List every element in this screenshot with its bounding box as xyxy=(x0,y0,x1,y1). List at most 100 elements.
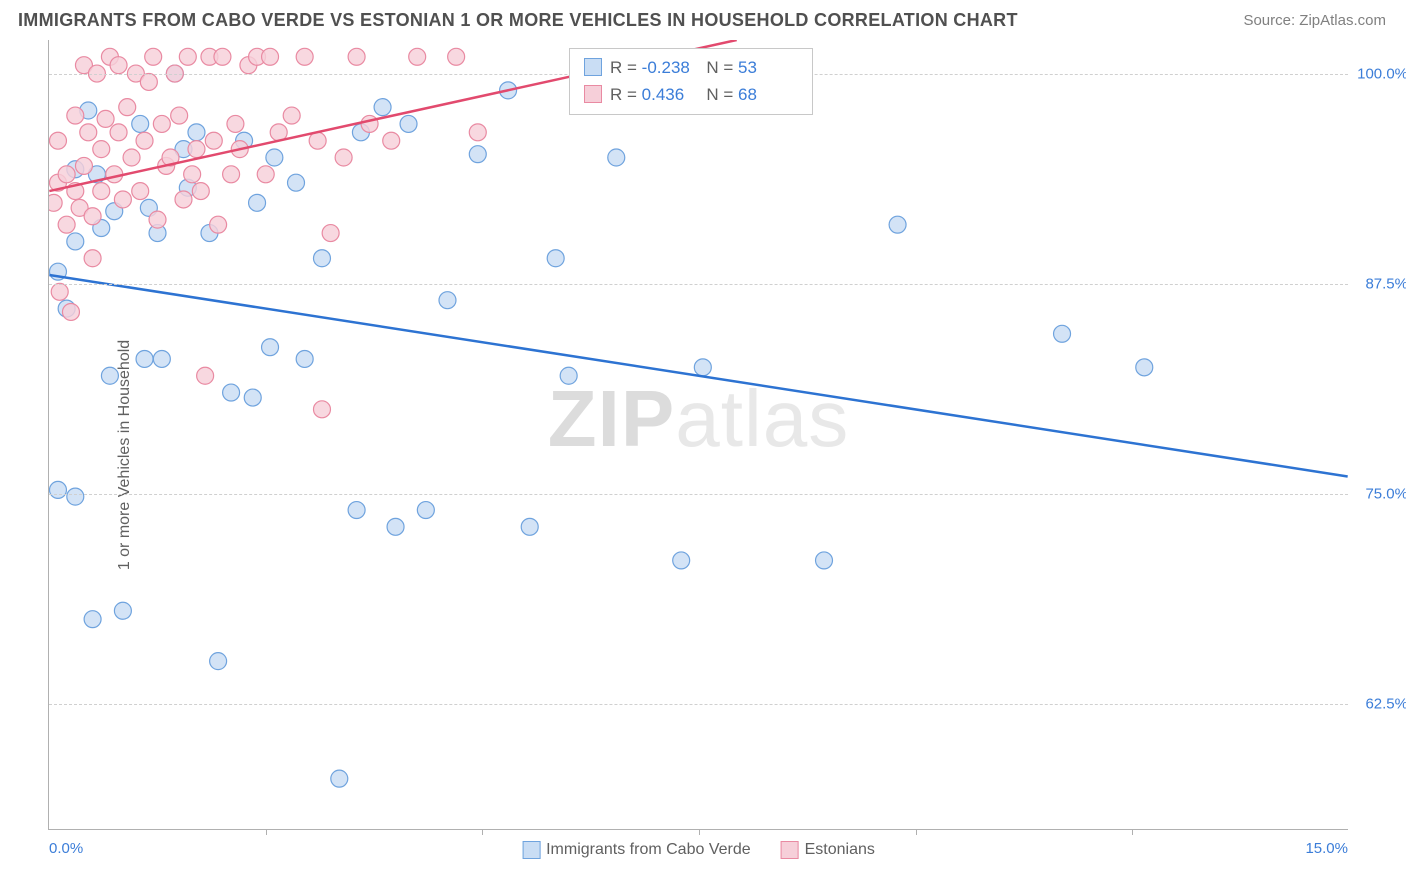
data-point xyxy=(67,161,84,178)
data-point xyxy=(500,82,517,99)
data-point xyxy=(201,225,218,242)
y-tick-label: 100.0% xyxy=(1353,65,1406,82)
y-tick-label: 75.0% xyxy=(1353,485,1406,502)
legend-item: Immigrants from Cabo Verde xyxy=(522,841,751,859)
gridline-h xyxy=(49,494,1348,495)
chart-header: IMMIGRANTS FROM CABO VERDE VS ESTONIAN 1… xyxy=(0,0,1406,37)
data-point xyxy=(162,149,179,166)
n-value: 53 xyxy=(738,55,798,81)
data-point xyxy=(205,132,222,149)
y-tick-label: 62.5% xyxy=(1353,695,1406,712)
data-point xyxy=(1054,325,1071,342)
r-value: -0.238 xyxy=(642,55,702,81)
watermark-bold: ZIP xyxy=(548,374,675,463)
chart-source: Source: ZipAtlas.com xyxy=(1243,12,1386,29)
data-point xyxy=(49,194,62,211)
data-point xyxy=(136,132,153,149)
data-point xyxy=(417,502,434,519)
data-point xyxy=(93,141,110,158)
gridline-h xyxy=(49,704,1348,705)
data-point xyxy=(192,183,209,200)
data-point xyxy=(547,250,564,267)
data-point xyxy=(110,124,127,141)
data-point xyxy=(223,166,240,183)
data-point xyxy=(322,225,339,242)
data-point xyxy=(201,48,218,65)
data-point xyxy=(62,303,79,320)
x-tick-label: 0.0% xyxy=(49,840,83,857)
correlation-box: R = -0.238 N = 53R = 0.436 N = 68 xyxy=(569,48,813,115)
data-point xyxy=(257,166,274,183)
data-point xyxy=(93,183,110,200)
data-point xyxy=(313,250,330,267)
x-tick-minor xyxy=(699,829,700,835)
data-point xyxy=(119,99,136,116)
correlation-row: R = -0.238 N = 53 xyxy=(584,55,798,81)
data-point xyxy=(140,73,157,90)
data-point xyxy=(171,107,188,124)
correlation-swatch xyxy=(584,85,602,103)
data-point xyxy=(49,263,66,280)
correlation-swatch xyxy=(584,58,602,76)
x-tick-minor xyxy=(266,829,267,835)
data-point xyxy=(84,611,101,628)
data-point xyxy=(49,481,66,498)
data-point xyxy=(106,166,123,183)
data-point xyxy=(114,602,131,619)
data-point xyxy=(249,48,266,65)
data-point xyxy=(49,132,66,149)
svg-layer xyxy=(49,40,1348,829)
data-point xyxy=(309,132,326,149)
data-point xyxy=(80,124,97,141)
data-point xyxy=(132,183,149,200)
plot-area: ZIPatlas 62.5%75.0%87.5%100.0%0.0%15.0%I… xyxy=(48,40,1348,830)
data-point xyxy=(101,367,118,384)
data-point xyxy=(469,124,486,141)
legend-label: Estonians xyxy=(805,841,875,858)
data-point xyxy=(227,115,244,132)
data-point xyxy=(67,488,84,505)
data-point xyxy=(67,107,84,124)
x-tick-label: 15.0% xyxy=(1305,840,1348,857)
data-point xyxy=(197,367,214,384)
data-point xyxy=(71,199,88,216)
data-point xyxy=(153,115,170,132)
data-point xyxy=(80,102,97,119)
data-point xyxy=(149,225,166,242)
data-point xyxy=(158,157,175,174)
data-point xyxy=(1136,359,1153,376)
data-point xyxy=(560,367,577,384)
data-point xyxy=(694,359,711,376)
data-point xyxy=(374,99,391,116)
data-point xyxy=(673,552,690,569)
data-point xyxy=(223,384,240,401)
data-point xyxy=(184,166,201,183)
data-point xyxy=(249,194,266,211)
data-point xyxy=(231,141,248,158)
n-label: N = xyxy=(706,58,738,77)
data-point xyxy=(145,48,162,65)
data-point xyxy=(58,166,75,183)
data-point xyxy=(136,350,153,367)
data-point xyxy=(75,157,92,174)
data-point xyxy=(409,48,426,65)
data-point xyxy=(313,401,330,418)
data-point xyxy=(110,57,127,74)
data-point xyxy=(266,149,283,166)
data-point xyxy=(348,502,365,519)
data-point xyxy=(262,339,279,356)
data-point xyxy=(296,48,313,65)
data-point xyxy=(149,211,166,228)
r-value: 0.436 xyxy=(642,82,702,108)
correlation-row: R = 0.436 N = 68 xyxy=(584,82,798,108)
data-point xyxy=(240,57,257,74)
data-point xyxy=(58,300,75,317)
data-point xyxy=(51,283,68,300)
data-point xyxy=(448,48,465,65)
data-point xyxy=(179,179,196,196)
legend-label: Immigrants from Cabo Verde xyxy=(546,841,751,858)
data-point xyxy=(244,389,261,406)
x-tick-minor xyxy=(916,829,917,835)
n-label: N = xyxy=(706,85,738,104)
legend-bottom: Immigrants from Cabo Verde Estonians xyxy=(522,841,875,859)
